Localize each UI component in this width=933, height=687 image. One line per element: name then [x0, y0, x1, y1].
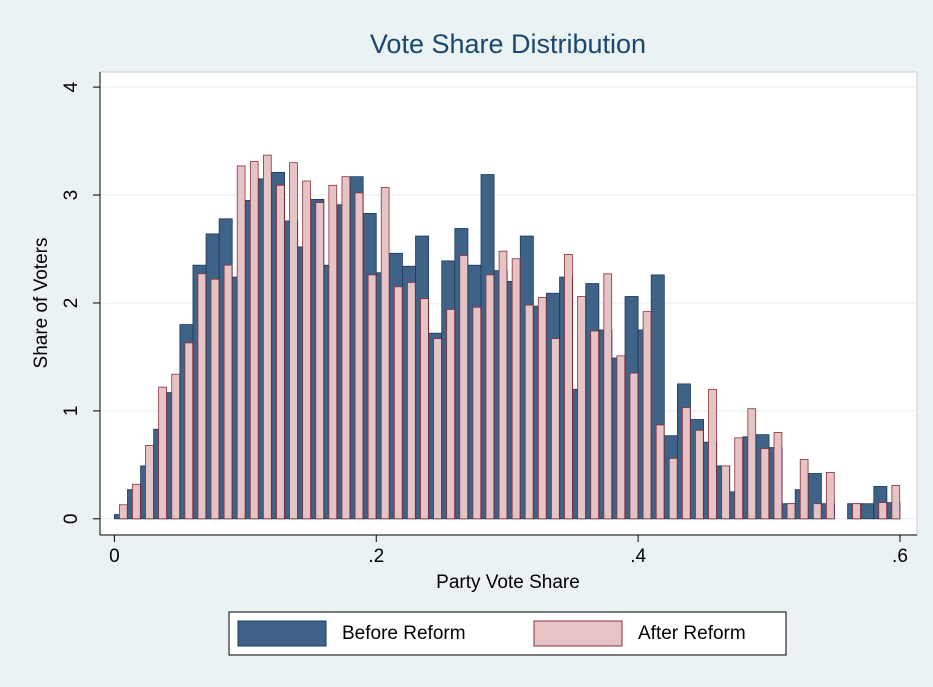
bar: [760, 448, 770, 520]
bar: [564, 253, 573, 520]
bar: [603, 273, 613, 520]
bar: [734, 437, 744, 520]
bar: [825, 472, 835, 520]
legend-label: After Reform: [638, 623, 746, 644]
y-tick-label: 0: [61, 514, 82, 525]
legend-label: Before Reform: [342, 623, 466, 644]
y-tick-label: 2: [61, 298, 82, 309]
bar: [367, 274, 377, 520]
bar: [878, 502, 888, 520]
bar: [590, 330, 599, 520]
y-axis-label: Share of Voters: [31, 238, 52, 369]
bar: [472, 306, 482, 520]
x-tick-label: .2: [368, 546, 384, 567]
bar: [747, 408, 757, 520]
bar: [577, 296, 586, 520]
bar: [433, 338, 442, 520]
bar: [407, 282, 416, 520]
bar: [315, 202, 325, 520]
bar: [642, 311, 652, 520]
bar: [446, 309, 455, 520]
bar: [289, 162, 298, 520]
bar: [210, 278, 220, 520]
bar: [681, 407, 691, 520]
bar: [721, 465, 730, 520]
bar: [132, 483, 141, 520]
bar: [276, 184, 285, 520]
y-tick-label: 4: [61, 81, 82, 92]
bar: [158, 386, 167, 520]
x-tick-label: .6: [892, 546, 908, 567]
x-axis-label: Party Vote Share: [436, 572, 580, 593]
bar: [551, 338, 560, 520]
bar: [655, 424, 665, 520]
bar: [302, 180, 311, 520]
bar: [341, 176, 351, 520]
bar: [354, 192, 364, 520]
bar: [145, 445, 154, 520]
bar: [236, 165, 246, 520]
bar: [708, 388, 717, 520]
bar: [262, 154, 272, 520]
bar: [118, 504, 128, 520]
bar: [860, 503, 875, 520]
bar: [629, 372, 639, 520]
y-tick-label: 1: [61, 406, 82, 417]
bar: [393, 286, 403, 520]
bar: [328, 184, 338, 520]
bar: [511, 258, 521, 520]
x-tick-label: .4: [630, 546, 646, 567]
bar: [786, 503, 796, 520]
bar: [695, 429, 704, 520]
bar: [380, 187, 390, 520]
y-tick-label: 3: [61, 190, 82, 201]
bar: [459, 255, 469, 520]
bar: [171, 373, 181, 520]
bar: [812, 503, 822, 520]
bar: [249, 161, 259, 520]
bar: [799, 459, 809, 520]
x-tick-label: 0: [109, 546, 120, 567]
legend-swatch: [237, 620, 327, 647]
bar: [524, 304, 534, 520]
chart-title: Vote Share Distribution: [370, 29, 646, 59]
bar: [184, 342, 194, 520]
bar: [852, 503, 861, 520]
bar: [668, 457, 678, 520]
bar: [773, 432, 783, 520]
bar: [891, 484, 901, 520]
legend-swatch: [533, 620, 623, 647]
bar: [223, 264, 233, 520]
bar: [197, 273, 207, 520]
bar: [537, 297, 547, 520]
bar: [420, 298, 429, 520]
bar: [498, 250, 508, 520]
bar: [485, 274, 495, 520]
bar: [616, 355, 626, 520]
